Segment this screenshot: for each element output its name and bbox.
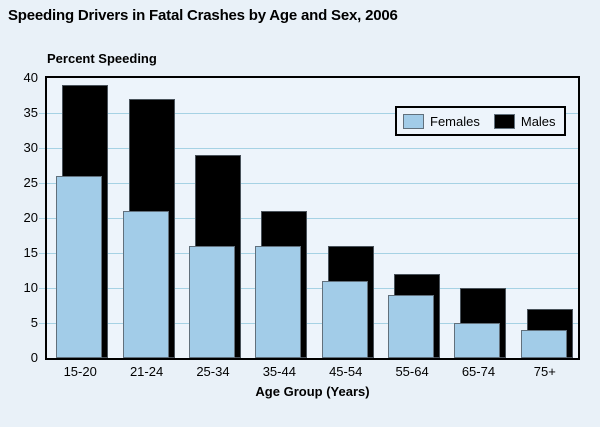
y-axis-label-0: 0 [30, 350, 38, 365]
y-gridline-30 [47, 147, 578, 149]
y-gridline-25 [47, 182, 578, 184]
y-tick-5 [39, 322, 45, 324]
x-axis-title: Age Group (Years) [255, 384, 370, 399]
x-axis-label-55-64: 55-64 [395, 364, 429, 379]
y-tick-30 [39, 147, 45, 149]
y-gridline-20 [47, 217, 578, 219]
legend-label-females: Females [430, 113, 480, 129]
bar-females-15-20 [56, 176, 103, 358]
y-axis-label-25: 25 [23, 175, 38, 190]
bar-females-75+ [520, 330, 567, 358]
bar-females-45-54 [321, 281, 368, 358]
y-gridline-5 [47, 322, 578, 324]
chart-title: Speeding Drivers in Fatal Crashes by Age… [8, 7, 398, 24]
y-axis-label-15: 15 [23, 245, 38, 260]
legend-swatch-males-icon [493, 113, 515, 129]
x-axis-label-25-34: 25-34 [196, 364, 230, 379]
y-axis-label-10: 10 [23, 280, 38, 295]
y-axis-label-30: 30 [23, 140, 38, 155]
y-axis-label-35: 35 [23, 105, 38, 120]
x-axis-label-35-44: 35-44 [262, 364, 296, 379]
y-tick-10 [39, 287, 45, 289]
x-axis-label-45-54: 45-54 [329, 364, 363, 379]
plot-area: Females Males [39, 76, 580, 360]
legend: Females Males [395, 106, 566, 136]
y-tick-25 [39, 182, 45, 184]
bar-females-65-74 [454, 323, 501, 358]
x-axis-label-75+: 75+ [533, 364, 556, 379]
x-axis-label-15-20: 15-20 [63, 364, 97, 379]
bar-females-35-44 [255, 246, 302, 358]
legend-label-males: Males [520, 113, 556, 129]
bar-females-25-34 [188, 246, 235, 358]
y-tick-15 [39, 252, 45, 254]
y-gridline-35 [47, 112, 578, 114]
bar-females-55-64 [388, 295, 435, 358]
bar-females-21-24 [122, 211, 169, 358]
y-tick-35 [39, 112, 45, 114]
y-axis-label-40: 40 [23, 70, 38, 85]
y-tick-20 [39, 217, 45, 219]
legend-swatch-females-icon [403, 113, 424, 129]
y-gridline-10 [47, 287, 578, 289]
y-axis-title: Percent Speeding [47, 51, 157, 66]
x-axis-label-65-74: 65-74 [461, 364, 496, 379]
x-axis-label-21-24: 21-24 [129, 364, 164, 379]
y-gridline-15 [47, 252, 578, 254]
y-axis-label-20: 20 [23, 210, 38, 225]
y-axis-label-5: 5 [30, 315, 38, 330]
